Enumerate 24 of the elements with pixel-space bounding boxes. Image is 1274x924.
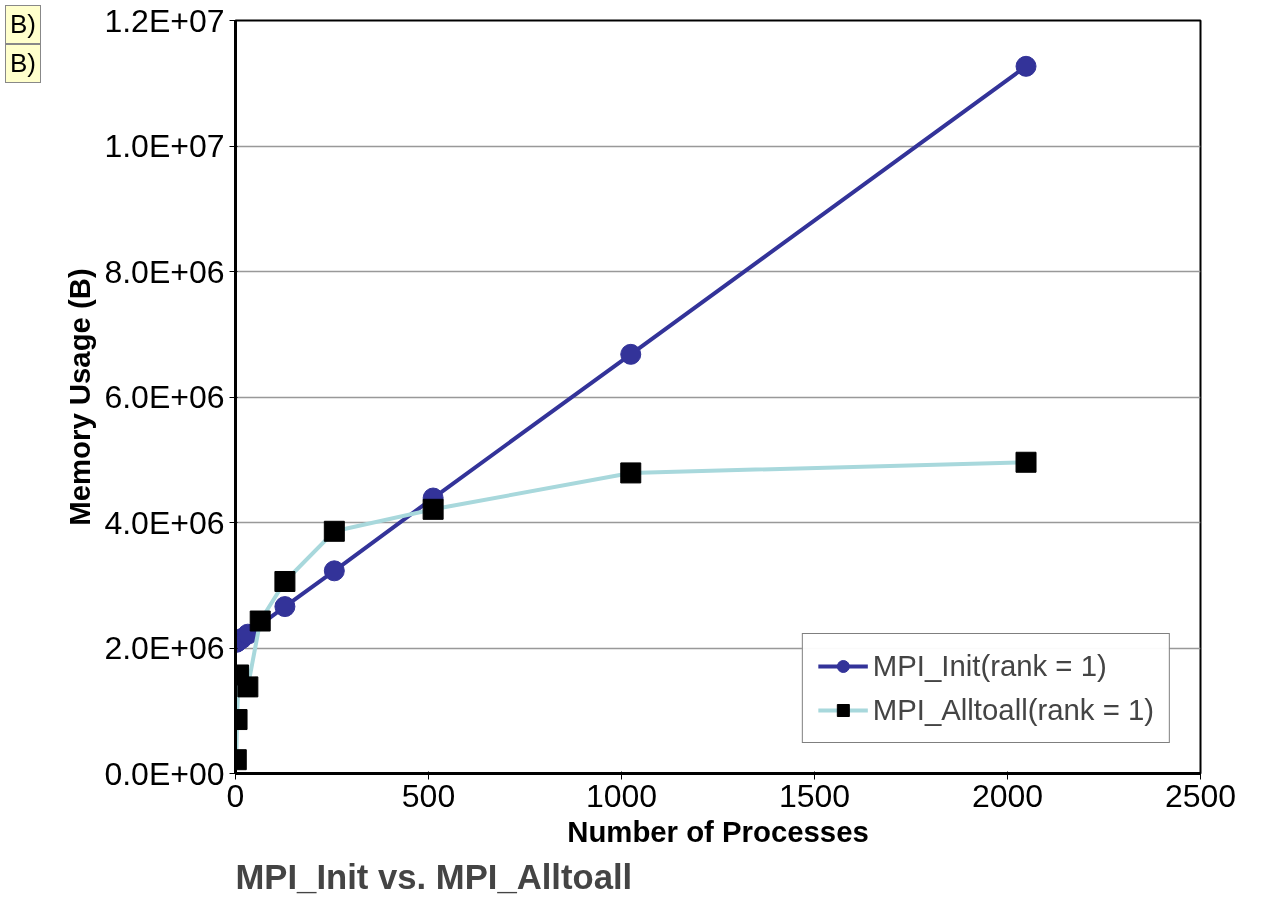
point (323, 560, 345, 582)
x-tick-label: 0 (226, 777, 245, 814)
x-axis-title: Number of Processes (567, 814, 869, 848)
y-tick-label: 8.0E+06 (104, 253, 225, 290)
y-axis-title: Memory Usage (B) (63, 268, 97, 526)
x-tick-label: 2500 (1164, 777, 1237, 814)
y-tick-label: 1.0E+07 (104, 128, 225, 164)
legend-label: MPI_Init(rank = 1) (872, 649, 1107, 683)
x-tick-label: 2000 (971, 777, 1044, 814)
x-tick-label: 1000 (585, 777, 658, 814)
point (1015, 55, 1037, 77)
y-tick-label: 4.0E+06 (104, 504, 225, 541)
y-tick-label: 2.0E+06 (104, 630, 225, 666)
x-tick-label: 500 (401, 777, 456, 814)
text: B) (5, 44, 41, 84)
x-tick-label: 1500 (778, 777, 851, 814)
text: B) (5, 5, 41, 45)
y-tick-label: 1.2E+07 (104, 2, 225, 39)
legend-label: MPI_Alltoall(rank = 1) (872, 693, 1154, 727)
y-tick-label: 6.0E+06 (104, 379, 225, 415)
point (620, 343, 642, 365)
point (274, 596, 296, 618)
y-tick-label: 0.0E+00 (104, 755, 225, 792)
text: MPI_Init vs. MPI_Alltoall (235, 857, 633, 896)
